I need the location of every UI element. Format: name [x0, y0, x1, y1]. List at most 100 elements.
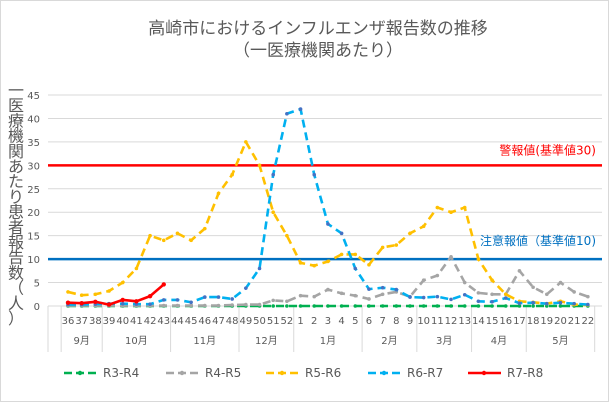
data-point — [326, 304, 330, 308]
data-point — [490, 299, 494, 304]
data-point — [353, 304, 358, 308]
series-R6-R7 — [66, 107, 590, 307]
chart-title-line2: （一医療機関あたり） — [233, 41, 403, 61]
data-point — [107, 289, 111, 293]
x-tick-label: 50 — [253, 316, 266, 327]
y-tick-label: 10 — [27, 255, 40, 266]
data-point — [408, 304, 412, 308]
data-point — [120, 301, 125, 306]
y-tick-label: 25 — [27, 185, 40, 196]
data-point — [394, 287, 399, 292]
data-point — [312, 263, 317, 268]
data-point — [503, 292, 508, 297]
data-point — [353, 293, 358, 298]
x-tick-label: 6 — [366, 316, 372, 327]
x-tick-label: 3 — [325, 316, 331, 327]
data-point — [120, 280, 125, 285]
data-point — [93, 292, 98, 297]
data-point — [380, 245, 385, 250]
x-tick-label: 40 — [116, 316, 129, 327]
data-point — [230, 303, 234, 307]
data-point — [326, 287, 330, 292]
series-line — [68, 107, 588, 306]
data-point — [93, 299, 98, 304]
x-tick-label: 11 — [431, 316, 444, 327]
x-tick-label: 18 — [527, 316, 540, 327]
y-axis-title-char: 者 — [8, 218, 24, 237]
x-tick-label: 21 — [568, 316, 581, 327]
data-point — [353, 266, 358, 271]
data-point — [367, 262, 371, 267]
data-point — [189, 300, 193, 305]
data-point — [175, 298, 180, 302]
data-point — [312, 294, 317, 299]
data-point — [421, 295, 426, 300]
data-point — [490, 292, 494, 297]
data-point — [285, 299, 289, 304]
x-tick-label: 37 — [75, 316, 88, 327]
legend-label: R4-R5 — [205, 366, 241, 380]
month-label: 1月 — [320, 335, 336, 347]
month-label: 10月 — [125, 335, 148, 347]
x-tick-label: 36 — [62, 316, 75, 327]
data-point — [435, 304, 440, 308]
reference-line-label: 注意報値（基準値10) — [480, 233, 596, 248]
data-point — [462, 280, 467, 285]
x-tick-label: 5 — [352, 316, 358, 327]
data-point — [244, 302, 248, 307]
legend-item-R4-R5: R4-R5 — [166, 366, 241, 380]
legend-item-R3-R4: R3-R4 — [64, 366, 139, 380]
x-tick-label: 44 — [171, 316, 184, 327]
data-point — [462, 205, 467, 210]
data-point — [531, 300, 535, 305]
y-axis-title-char: た — [8, 172, 24, 191]
data-point — [161, 303, 166, 308]
y-axis-title-char: ） — [8, 309, 24, 328]
data-point — [216, 295, 221, 299]
x-tick-label: 49 — [239, 316, 252, 327]
data-point — [435, 205, 440, 210]
month-label: 3月 — [436, 335, 452, 347]
data-point — [298, 261, 303, 265]
chart-title-line1: 高崎市におけるインフルエンザ報告数の推移 — [148, 19, 488, 39]
x-tick-label: 42 — [144, 316, 157, 327]
data-point — [285, 304, 289, 308]
data-point — [244, 286, 248, 290]
data-point — [326, 222, 330, 226]
x-tick-label: 9 — [407, 316, 413, 327]
y-axis-title-char: 報 — [8, 233, 24, 252]
data-point — [339, 304, 344, 308]
month-label: 4月 — [491, 335, 507, 347]
x-tick-label: 52 — [281, 316, 294, 327]
data-point — [517, 301, 522, 305]
data-point — [558, 304, 563, 308]
data-point — [449, 304, 453, 308]
x-tick-label: 15 — [486, 316, 499, 327]
data-point — [244, 140, 248, 144]
data-point — [367, 287, 371, 291]
data-point — [380, 304, 385, 308]
x-tick-label: 16 — [499, 316, 512, 327]
data-point — [545, 301, 549, 306]
x-tick-label: 4 — [338, 316, 344, 327]
data-point — [462, 292, 467, 297]
data-point — [106, 302, 112, 307]
legend-marker — [481, 370, 487, 376]
data-point — [476, 291, 481, 295]
data-point — [175, 303, 180, 308]
series-line — [67, 283, 165, 306]
data-point — [230, 172, 234, 177]
x-tick-label: 20 — [554, 316, 567, 327]
data-point — [462, 304, 467, 308]
data-point — [531, 285, 535, 290]
data-point — [449, 254, 453, 259]
data-point — [476, 299, 481, 304]
data-point — [586, 294, 590, 299]
data-point — [339, 231, 344, 236]
data-point — [572, 301, 576, 306]
y-tick-label: 30 — [27, 161, 40, 172]
x-tick-label: 2 — [311, 316, 317, 327]
legend-label: R5-R6 — [305, 366, 341, 380]
y-axis-title-char: 医 — [8, 96, 24, 115]
month-label: 11月 — [193, 335, 216, 347]
